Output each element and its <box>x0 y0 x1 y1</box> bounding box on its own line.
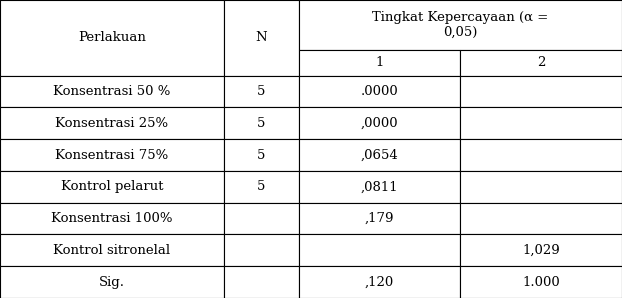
Bar <box>0 76 224 107</box>
Text: ,0000: ,0000 <box>361 117 398 130</box>
Text: Konsentrasi 50 %: Konsentrasi 50 % <box>53 85 170 98</box>
Bar <box>299 203 460 235</box>
Text: Perlakuan: Perlakuan <box>78 31 146 44</box>
Text: Kontrol pelarut: Kontrol pelarut <box>61 180 163 193</box>
Bar <box>299 235 460 266</box>
Bar <box>0 171 224 203</box>
Text: 5: 5 <box>257 117 266 130</box>
Bar <box>460 107 622 139</box>
Bar <box>299 139 460 171</box>
Bar <box>460 50 622 76</box>
Bar <box>0 203 224 235</box>
Bar <box>299 76 460 107</box>
Bar <box>0 266 224 298</box>
Bar <box>224 0 299 76</box>
Bar <box>299 0 622 50</box>
Text: ,120: ,120 <box>364 276 394 288</box>
Bar <box>460 171 622 203</box>
Text: Kontrol sitronelal: Kontrol sitronelal <box>53 244 170 257</box>
Text: 5: 5 <box>257 148 266 162</box>
Bar <box>299 50 460 76</box>
Bar <box>460 139 622 171</box>
Bar <box>224 107 299 139</box>
Text: Sig.: Sig. <box>99 276 125 288</box>
Text: ,0654: ,0654 <box>361 148 398 162</box>
Text: Konsentrasi 25%: Konsentrasi 25% <box>55 117 169 130</box>
Text: 2: 2 <box>537 57 545 69</box>
Bar <box>224 266 299 298</box>
Bar <box>0 139 224 171</box>
Bar <box>0 235 224 266</box>
Bar <box>460 266 622 298</box>
Bar <box>299 107 460 139</box>
Text: N: N <box>256 31 267 44</box>
Bar <box>224 139 299 171</box>
Text: Tingkat Kepercayaan (α =
0,05): Tingkat Kepercayaan (α = 0,05) <box>372 11 549 39</box>
Text: Konsentrasi 75%: Konsentrasi 75% <box>55 148 169 162</box>
Text: 1,029: 1,029 <box>522 244 560 257</box>
Bar <box>460 235 622 266</box>
Bar <box>0 107 224 139</box>
Bar <box>224 76 299 107</box>
Bar <box>224 171 299 203</box>
Text: ,0811: ,0811 <box>361 180 398 193</box>
Text: 5: 5 <box>257 85 266 98</box>
Bar <box>0 0 224 76</box>
Text: 5: 5 <box>257 180 266 193</box>
Text: 1.000: 1.000 <box>522 276 560 288</box>
Text: Konsentrasi 100%: Konsentrasi 100% <box>51 212 173 225</box>
Bar <box>224 235 299 266</box>
Bar <box>460 76 622 107</box>
Bar <box>299 266 460 298</box>
Bar <box>460 203 622 235</box>
Text: ,179: ,179 <box>364 212 394 225</box>
Text: 1: 1 <box>375 57 384 69</box>
Bar <box>224 203 299 235</box>
Text: .0000: .0000 <box>361 85 398 98</box>
Bar <box>299 171 460 203</box>
